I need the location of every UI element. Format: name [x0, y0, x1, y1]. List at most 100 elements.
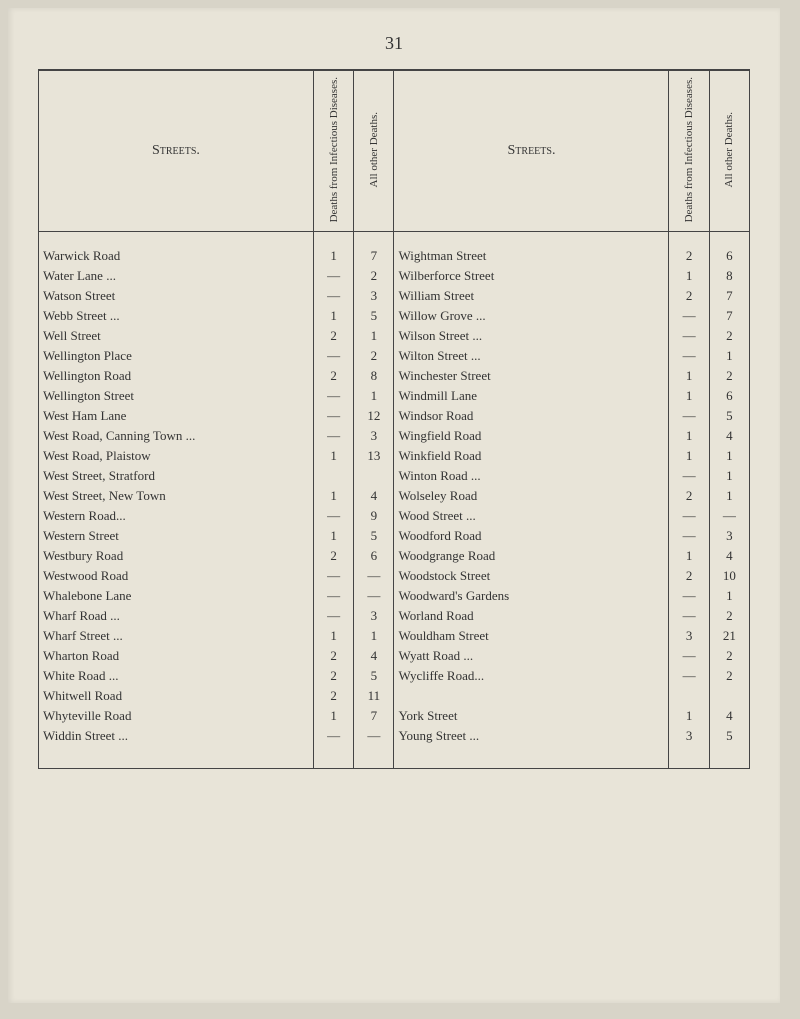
street-name-right: Wilberforce Street [394, 266, 669, 286]
col2-left: 7 [354, 246, 394, 266]
street-name-right: Windsor Road [394, 406, 669, 426]
col1-left: — [313, 586, 353, 606]
col1-left: — [313, 566, 353, 586]
table-row: Well Street21Wilson Street ...—2 [39, 326, 749, 346]
street-name-right: Winton Road ... [394, 466, 669, 486]
spacer-row [39, 232, 749, 247]
street-name-left: Westwood Road [39, 566, 313, 586]
table-row: West Street, New Town14Wolseley Road21 [39, 486, 749, 506]
street-name-right: Worland Road [394, 606, 669, 626]
col2-right: 21 [709, 626, 749, 646]
street-name-right: Woodford Road [394, 526, 669, 546]
col1-right: 3 [669, 626, 709, 646]
street-name-left: Wellington Road [39, 366, 313, 386]
street-name-right: Wightman Street [394, 246, 669, 266]
col2-left: — [354, 566, 394, 586]
header-col2-left: All other Deaths. [354, 71, 394, 232]
col2-left: 8 [354, 366, 394, 386]
col1-left: — [313, 426, 353, 446]
table-row: Wellington Place—2Wilton Street ...—1 [39, 346, 749, 366]
street-name-right: York Street [394, 706, 669, 726]
street-name-left: Whalebone Lane [39, 586, 313, 606]
table-row: Widdin Street ...——Young Street ...35 [39, 726, 749, 746]
col2-right: 3 [709, 526, 749, 546]
header-col2-right: All other Deaths. [709, 71, 749, 232]
street-name-right: Wouldham Street [394, 626, 669, 646]
street-name-right: Wolseley Road [394, 486, 669, 506]
table-row: Westwood Road——Woodstock Street210 [39, 566, 749, 586]
col1-right: 1 [669, 266, 709, 286]
table-row: Wellington Street—1Windmill Lane16 [39, 386, 749, 406]
col2-right: 1 [709, 586, 749, 606]
col1-left: 2 [313, 326, 353, 346]
header-row: Streets. Deaths from Infectious Diseases… [39, 71, 749, 232]
col2-right: 4 [709, 546, 749, 566]
table-row: West Ham Lane—12Windsor Road—5 [39, 406, 749, 426]
col2-right: 6 [709, 386, 749, 406]
col2-right: 5 [709, 726, 749, 746]
col2-left: 2 [354, 346, 394, 366]
street-name-right: Woodstock Street [394, 566, 669, 586]
col1-left: 1 [313, 626, 353, 646]
col1-right: 2 [669, 286, 709, 306]
col1-right: — [669, 666, 709, 686]
col1-left: 1 [313, 706, 353, 726]
street-name-left: White Road ... [39, 666, 313, 686]
document-page: 31 Streets. Deaths from Infectious Disea… [8, 8, 780, 1003]
street-name-left: Warwick Road [39, 246, 313, 266]
col1-left: — [313, 266, 353, 286]
street-name-right: Wycliffe Road... [394, 666, 669, 686]
col2-right: 2 [709, 606, 749, 626]
table-row: Warwick Road17Wightman Street26 [39, 246, 749, 266]
col2-right: 1 [709, 466, 749, 486]
table-row: Whyteville Road17York Street14 [39, 706, 749, 726]
col2-right: 2 [709, 666, 749, 686]
col1-left: — [313, 386, 353, 406]
street-name-left: Whitwell Road [39, 686, 313, 706]
col2-left: 4 [354, 646, 394, 666]
table-row: Western Road...—9Wood Street ...—— [39, 506, 749, 526]
table-row: West Street, StratfordWinton Road ...—1 [39, 466, 749, 486]
col1-right: 1 [669, 386, 709, 406]
col2-right: — [709, 506, 749, 526]
col2-right: 2 [709, 646, 749, 666]
col1-right: 2 [669, 486, 709, 506]
col1-right: — [669, 646, 709, 666]
col1-left: 1 [313, 306, 353, 326]
street-name-left: Westbury Road [39, 546, 313, 566]
col2-left: 1 [354, 386, 394, 406]
col1-right: 1 [669, 706, 709, 726]
col1-left: 2 [313, 646, 353, 666]
street-name-right: Woodward's Gardens [394, 586, 669, 606]
col1-right: — [669, 306, 709, 326]
table-body: Warwick Road17Wightman Street26Water Lan… [39, 232, 749, 769]
header-streets-left: Streets. [39, 71, 313, 232]
col2-left: — [354, 586, 394, 606]
col1-left: — [313, 286, 353, 306]
col1-right: 3 [669, 726, 709, 746]
col1-right: 2 [669, 566, 709, 586]
col2-left: 13 [354, 446, 394, 466]
col2-left [354, 466, 394, 486]
col2-right: 1 [709, 346, 749, 366]
col2-left: 12 [354, 406, 394, 426]
col2-right: 8 [709, 266, 749, 286]
table-row: Watson Street—3William Street27 [39, 286, 749, 306]
col2-right: 2 [709, 366, 749, 386]
table-row: Whitwell Road211 [39, 686, 749, 706]
col1-left: — [313, 726, 353, 746]
col1-left: 2 [313, 546, 353, 566]
col1-right: — [669, 606, 709, 626]
street-name-right: Winkfield Road [394, 446, 669, 466]
col2-right: 2 [709, 326, 749, 346]
table-row: Water Lane ...—2Wilberforce Street18 [39, 266, 749, 286]
street-name-left: Wharton Road [39, 646, 313, 666]
col1-right: 2 [669, 246, 709, 266]
street-name-left: Well Street [39, 326, 313, 346]
col2-left: 5 [354, 526, 394, 546]
table-row: Wellington Road28Winchester Street12 [39, 366, 749, 386]
col2-left: 9 [354, 506, 394, 526]
street-name-right: Wood Street ... [394, 506, 669, 526]
col1-right: — [669, 406, 709, 426]
street-name-left: West Street, New Town [39, 486, 313, 506]
